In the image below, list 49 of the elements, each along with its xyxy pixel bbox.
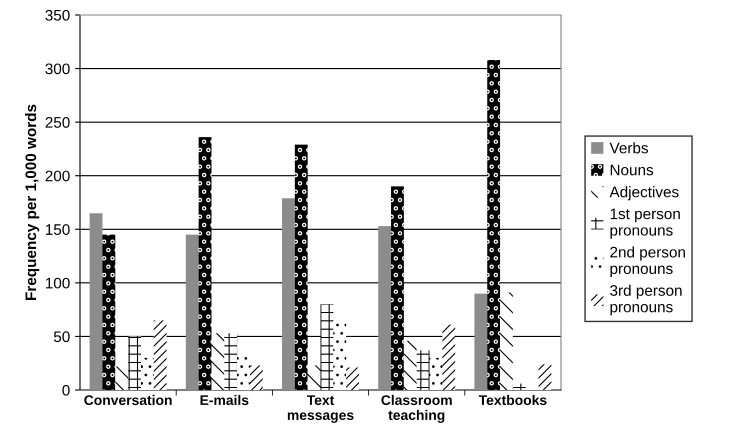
bar [500, 292, 513, 390]
bar [224, 333, 238, 390]
y-tick-label: 150 [46, 224, 70, 235]
y-tick-label: 100 [46, 278, 70, 289]
legend-label: 2nd person pronouns [610, 246, 685, 278]
bar [416, 350, 430, 390]
bar [102, 234, 116, 390]
bar [115, 366, 128, 390]
bar [250, 365, 263, 390]
bar [308, 365, 320, 390]
y-tick-label: 300 [45, 63, 70, 74]
x-tick-label: Textbooks [478, 394, 547, 406]
legend-label: Verbs [610, 142, 648, 154]
bar [186, 234, 199, 390]
x-tick-label: Conversation [84, 394, 172, 406]
legend-label: Nouns [610, 164, 654, 176]
bar [538, 364, 552, 390]
bar [391, 186, 404, 390]
legend-label: 1st person pronouns [610, 208, 680, 239]
bar [90, 213, 102, 390]
y-tick-label: 250 [46, 117, 70, 128]
y-tick-label: 200 [46, 170, 70, 182]
bar [333, 324, 346, 390]
y-tick-label: 0 [62, 384, 70, 396]
bar [487, 60, 500, 390]
bar [346, 368, 359, 390]
x-tick-label: Text messages [288, 395, 354, 423]
y-tick-label: 50 [54, 331, 70, 342]
bar [512, 384, 526, 390]
y-axis-title: Frequency per 1,000 words [24, 104, 40, 300]
x-tick-label: E-mails [200, 394, 248, 406]
bar [404, 340, 417, 390]
legend-label: 3rd person pronouns [610, 284, 682, 316]
bar [154, 320, 167, 390]
bar [128, 336, 141, 390]
bar [320, 304, 334, 390]
bar [442, 324, 456, 390]
bar [237, 356, 250, 390]
bar [140, 358, 154, 390]
bar [282, 198, 295, 390]
y-tick-label: 350 [45, 10, 70, 21]
x-tick-label: Classroom teaching [381, 394, 452, 423]
legend-label: Adjectives [610, 186, 679, 200]
bar [294, 144, 308, 390]
bar [430, 358, 442, 390]
bar [474, 294, 488, 390]
bar [378, 226, 392, 390]
bar [198, 137, 212, 390]
bar [211, 333, 224, 390]
